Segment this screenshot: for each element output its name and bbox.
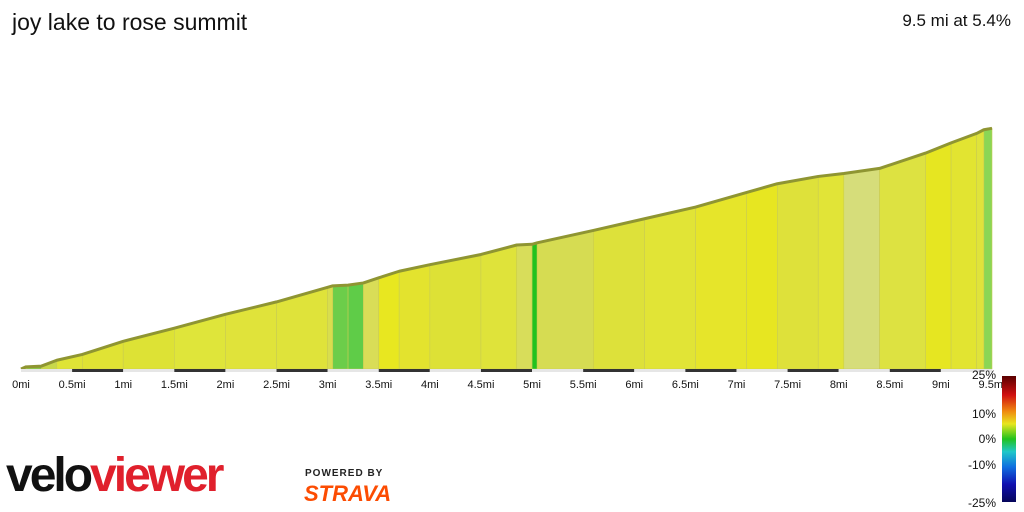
x-tick-label: 5mi xyxy=(523,379,541,391)
x-tick-label: 1mi xyxy=(114,379,132,391)
x-tick-label: 3mi xyxy=(319,379,337,391)
x-tick-label: 1.5mi xyxy=(161,379,188,391)
grade-segment xyxy=(429,254,482,370)
distance-bar-segment xyxy=(532,369,584,372)
x-tick-label: 5.5mi xyxy=(570,379,597,391)
x-tick-label: 6.5mi xyxy=(672,379,699,391)
x-tick-label: 6mi xyxy=(625,379,643,391)
grade-segment xyxy=(536,230,594,370)
grade-segment xyxy=(480,244,518,370)
distance-bar-segment xyxy=(225,369,277,372)
legend-label-25: 25% xyxy=(971,368,996,382)
grade-segment xyxy=(879,152,926,370)
distance-bar-segment xyxy=(838,369,890,372)
x-axis: 0mi 0.5mi 1mi 1.5mi 2mi 2.5mi 3mi 3.5mi 4mi 4.5mi… xyxy=(12,369,1005,391)
distance-bar-segment xyxy=(174,369,226,372)
x-tick-label: 7mi xyxy=(728,379,746,391)
x-tick-label: 2.5mi xyxy=(263,379,290,391)
grade-segment xyxy=(925,142,952,370)
distance-bar-segment xyxy=(685,369,737,372)
distance-bar-segment xyxy=(480,369,533,372)
grade-segment xyxy=(983,127,993,370)
powered-by-label: POWERED BY xyxy=(305,468,384,479)
distance-bar-segment xyxy=(21,369,73,372)
grade-segment xyxy=(332,284,349,370)
x-tick-label: 2mi xyxy=(217,379,235,391)
distance-bar-segment xyxy=(940,369,992,372)
x-tick-label: 4mi xyxy=(421,379,439,391)
x-tick-label: 7.5mi xyxy=(774,379,801,391)
chart-title: joy lake to rose summit xyxy=(12,9,248,35)
x-tick-label: 4.5mi xyxy=(467,379,494,391)
distance-bar-segment xyxy=(787,369,839,372)
grade-segment xyxy=(777,176,819,370)
profile-group xyxy=(20,126,993,371)
x-tick-label: 0.5mi xyxy=(59,379,86,391)
legend-label-0: 0% xyxy=(978,432,996,446)
distance-bar-segment xyxy=(123,369,175,372)
grade-segment xyxy=(398,264,431,370)
grade-segment xyxy=(347,282,364,370)
grade-segment xyxy=(378,270,400,370)
distance-bar-segment xyxy=(327,369,379,372)
grade-segment xyxy=(531,242,538,370)
grade-segment xyxy=(327,285,334,370)
grade-segment xyxy=(976,129,985,370)
grade-segment xyxy=(516,243,533,370)
grade-segment xyxy=(593,218,645,370)
x-tick-label: 9mi xyxy=(932,379,950,391)
grade-segment xyxy=(695,192,747,370)
legend-label-neg25: -25% xyxy=(967,496,996,510)
x-tick-label: 3.5mi xyxy=(365,379,392,391)
x-tick-label: 9.5mi xyxy=(979,379,1006,391)
distance-bar-segment xyxy=(72,369,124,372)
veloviewer-logo: veloviewer xyxy=(6,449,224,502)
distance-bar-segment xyxy=(889,369,941,372)
grade-segment xyxy=(82,340,124,370)
distance-bar-segment xyxy=(634,369,686,372)
legend-label-10: 10% xyxy=(971,407,996,421)
distance-bar-segment xyxy=(276,369,328,372)
grade-segment xyxy=(746,183,778,370)
distance-bar-segment xyxy=(378,369,430,372)
legend-label-neg10: -10% xyxy=(967,458,996,472)
x-tick-label: 0mi xyxy=(12,379,30,391)
grade-segment xyxy=(644,206,696,370)
grade-segment xyxy=(363,277,380,370)
strava-logo: STRAVA xyxy=(304,481,392,506)
grade-scale-bar xyxy=(1002,376,1016,502)
profile-outline xyxy=(20,126,993,371)
distance-bar-segment xyxy=(583,369,635,372)
distance-bar-segment xyxy=(429,369,481,372)
x-tick-label: 8.5mi xyxy=(876,379,903,391)
distance-bar-segment xyxy=(736,369,788,372)
grade-segment xyxy=(817,173,845,370)
x-tick-label: 8mi xyxy=(830,379,848,391)
grade-segment xyxy=(843,168,880,370)
grade-segment xyxy=(950,132,977,370)
route-summary: 9.5 mi at 5.4% xyxy=(902,11,1011,30)
